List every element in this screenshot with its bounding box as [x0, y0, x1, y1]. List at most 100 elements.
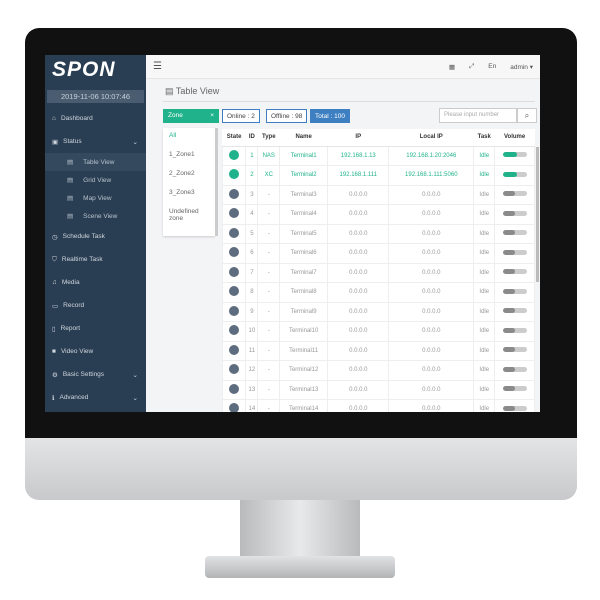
table-row[interactable]: 7- Terminal7 0.0.0.0 0.0.0.0 Idle — [221, 262, 535, 283]
online-count[interactable]: Online : 2 — [222, 109, 260, 123]
grid-icon[interactable]: ▦ — [448, 63, 456, 71]
volume-slider[interactable] — [502, 210, 527, 216]
clear-icon[interactable]: × — [210, 112, 214, 119]
column-header[interactable]: Name — [279, 129, 328, 147]
table-row[interactable]: 8- Terminal8 0.0.0.0 0.0.0.0 Idle — [221, 282, 535, 303]
state-indicator — [229, 149, 240, 160]
task-cell: Idle — [473, 399, 496, 412]
state-cell — [221, 399, 247, 412]
view-icon: ▤ — [67, 177, 74, 184]
volume-cell — [494, 282, 535, 303]
column-header[interactable]: Type — [257, 129, 280, 147]
table-row[interactable]: 9- Terminal9 0.0.0.0 0.0.0.0 Idle — [221, 301, 535, 322]
volume-cell — [494, 262, 535, 283]
name-cell: Terminal13 — [279, 379, 329, 400]
volume-slider[interactable] — [502, 269, 527, 275]
id-cell: 3 — [245, 184, 259, 205]
column-header[interactable]: Volume — [494, 129, 535, 147]
sidebar-subitem-table-view[interactable]: ▤ Table View — [45, 153, 146, 171]
id-cell: 12 — [245, 360, 259, 381]
search-input[interactable]: Please input number — [439, 108, 517, 123]
name-cell: Terminal8 — [279, 282, 329, 303]
table-row[interactable]: 13- Terminal13 0.0.0.0 0.0.0.0 Idle — [221, 379, 535, 400]
sidebar-item-dashboard[interactable]: ⌂ Dashboard — [52, 115, 93, 122]
zone-scrollbar[interactable] — [215, 128, 218, 236]
volume-slider[interactable] — [502, 249, 527, 255]
volume-slider[interactable] — [502, 405, 527, 411]
zone-item[interactable]: 3_Zone3 — [169, 189, 195, 196]
sidebar: SPON 2019-11-06 10:07:46 ⌂ Dashboard ▣ Stat… — [45, 55, 146, 412]
volume-slider[interactable] — [502, 230, 527, 236]
task-cell: Idle — [473, 145, 496, 166]
state-indicator — [229, 188, 240, 199]
name-cell: Terminal6 — [279, 243, 329, 264]
volume-slider[interactable] — [502, 171, 527, 177]
sidebar-item-report[interactable]: ▯ Report — [52, 325, 81, 333]
volume-slider[interactable] — [502, 327, 527, 333]
zone-item[interactable]: Undefined zone — [169, 208, 199, 222]
sidebar-subitem-map-view[interactable]: ▤ Map View — [67, 194, 112, 203]
zone-item[interactable]: 1_Zone1 — [169, 151, 195, 158]
record-icon: ▭ — [52, 302, 59, 310]
language-button[interactable]: En — [488, 63, 497, 70]
sidebar-item-advanced[interactable]: ℹ Advanced ⌄ — [52, 394, 138, 402]
id-cell: 7 — [245, 262, 259, 283]
table-row[interactable]: 5- Terminal5 0.0.0.0 0.0.0.0 Idle — [221, 223, 535, 244]
volume-slider[interactable] — [502, 152, 527, 158]
table-row[interactable]: 6- Terminal6 0.0.0.0 0.0.0.0 Idle — [221, 243, 535, 264]
sidebar-subitem-scene-view[interactable]: ▤ Scene View — [67, 212, 118, 221]
sidebar-item-media[interactable]: ♫ Media — [52, 279, 80, 286]
table-row[interactable]: 2 XC Terminal2 192.168.1.111 192.168.1.111:5… — [221, 165, 535, 186]
state-cell — [221, 223, 247, 244]
type-cell: - — [257, 379, 281, 400]
column-header[interactable]: ID — [245, 129, 258, 147]
table-row[interactable]: 1 NAS Terminal1 192.168.1.13 192.168.1.20:20… — [221, 145, 535, 166]
volume-slider[interactable] — [502, 386, 527, 392]
name-cell: Terminal12 — [279, 360, 329, 381]
volume-slider[interactable] — [502, 288, 527, 294]
table-row[interactable]: 12- Terminal12 0.0.0.0 0.0.0.0 Idle — [221, 360, 535, 381]
volume-cell — [494, 204, 535, 225]
volume-slider[interactable] — [502, 366, 527, 372]
total-count[interactable]: Total : 100 — [310, 109, 350, 123]
column-header[interactable]: Local IP — [388, 129, 474, 147]
sidebar-item-basic-settings[interactable]: ⚙ Basic Settings ⌄ — [52, 371, 138, 379]
sidebar-item-schedule-task[interactable]: ◷ Schedule Task — [52, 233, 105, 241]
sidebar-subitem-grid-view[interactable]: ▤ Grid View — [67, 176, 112, 185]
zone-item[interactable]: 2_Zone2 — [169, 170, 195, 177]
state-indicator — [229, 383, 240, 394]
table-row[interactable]: 3- Terminal3 0.0.0.0 0.0.0.0 Idle — [221, 184, 535, 205]
sidebar-item-video-view[interactable]: ■ Video View — [52, 348, 94, 355]
menu-toggle-icon[interactable]: ☰ — [153, 61, 162, 72]
table-row[interactable]: 4- Terminal4 0.0.0.0 0.0.0.0 Idle — [221, 204, 535, 225]
offline-count[interactable]: Offline : 98 — [266, 109, 308, 123]
task-cell: Idle — [473, 301, 496, 322]
column-header[interactable]: State — [222, 129, 246, 147]
column-header[interactable]: IP — [327, 129, 389, 147]
zone-select[interactable]: Zone × — [163, 109, 219, 123]
search-button[interactable]: ⌕ — [517, 108, 537, 123]
table-row[interactable]: 11- Terminal11 0.0.0.0 0.0.0.0 Idle — [221, 340, 535, 361]
table-scrollbar[interactable] — [536, 147, 539, 282]
fullscreen-icon[interactable]: ⤢ — [469, 62, 475, 70]
sidebar-item-status[interactable]: ▣ Status ⌄ — [52, 138, 138, 146]
task-cell: Idle — [473, 282, 496, 303]
table-row[interactable]: 14- Terminal14 0.0.0.0 0.0.0.0 Idle — [221, 399, 535, 412]
volume-slider[interactable] — [502, 308, 527, 314]
zone-list: All 1_Zone1 2_Zone2 3_Zone3 Undefined zone — [163, 128, 215, 236]
state-cell — [221, 145, 247, 166]
type-cell: - — [257, 301, 281, 322]
name-cell: Terminal1 — [279, 145, 329, 166]
volume-slider[interactable] — [502, 191, 527, 197]
sidebar-item-realtime-task[interactable]: ⛉ Realtime Task — [52, 255, 103, 264]
state-indicator — [229, 208, 240, 219]
table-row[interactable]: 10- Terminal10 0.0.0.0 0.0.0.0 Idle — [221, 321, 535, 342]
volume-slider[interactable] — [502, 347, 527, 353]
monitor-base — [205, 556, 395, 578]
sidebar-item-record[interactable]: ▭ Record — [52, 302, 85, 310]
user-menu[interactable]: admin ▾ — [510, 63, 533, 71]
column-header[interactable]: Task — [473, 129, 495, 147]
id-cell: 8 — [245, 282, 259, 303]
zone-item[interactable]: All — [169, 132, 177, 139]
local-cell: 0.0.0.0 — [388, 301, 475, 322]
